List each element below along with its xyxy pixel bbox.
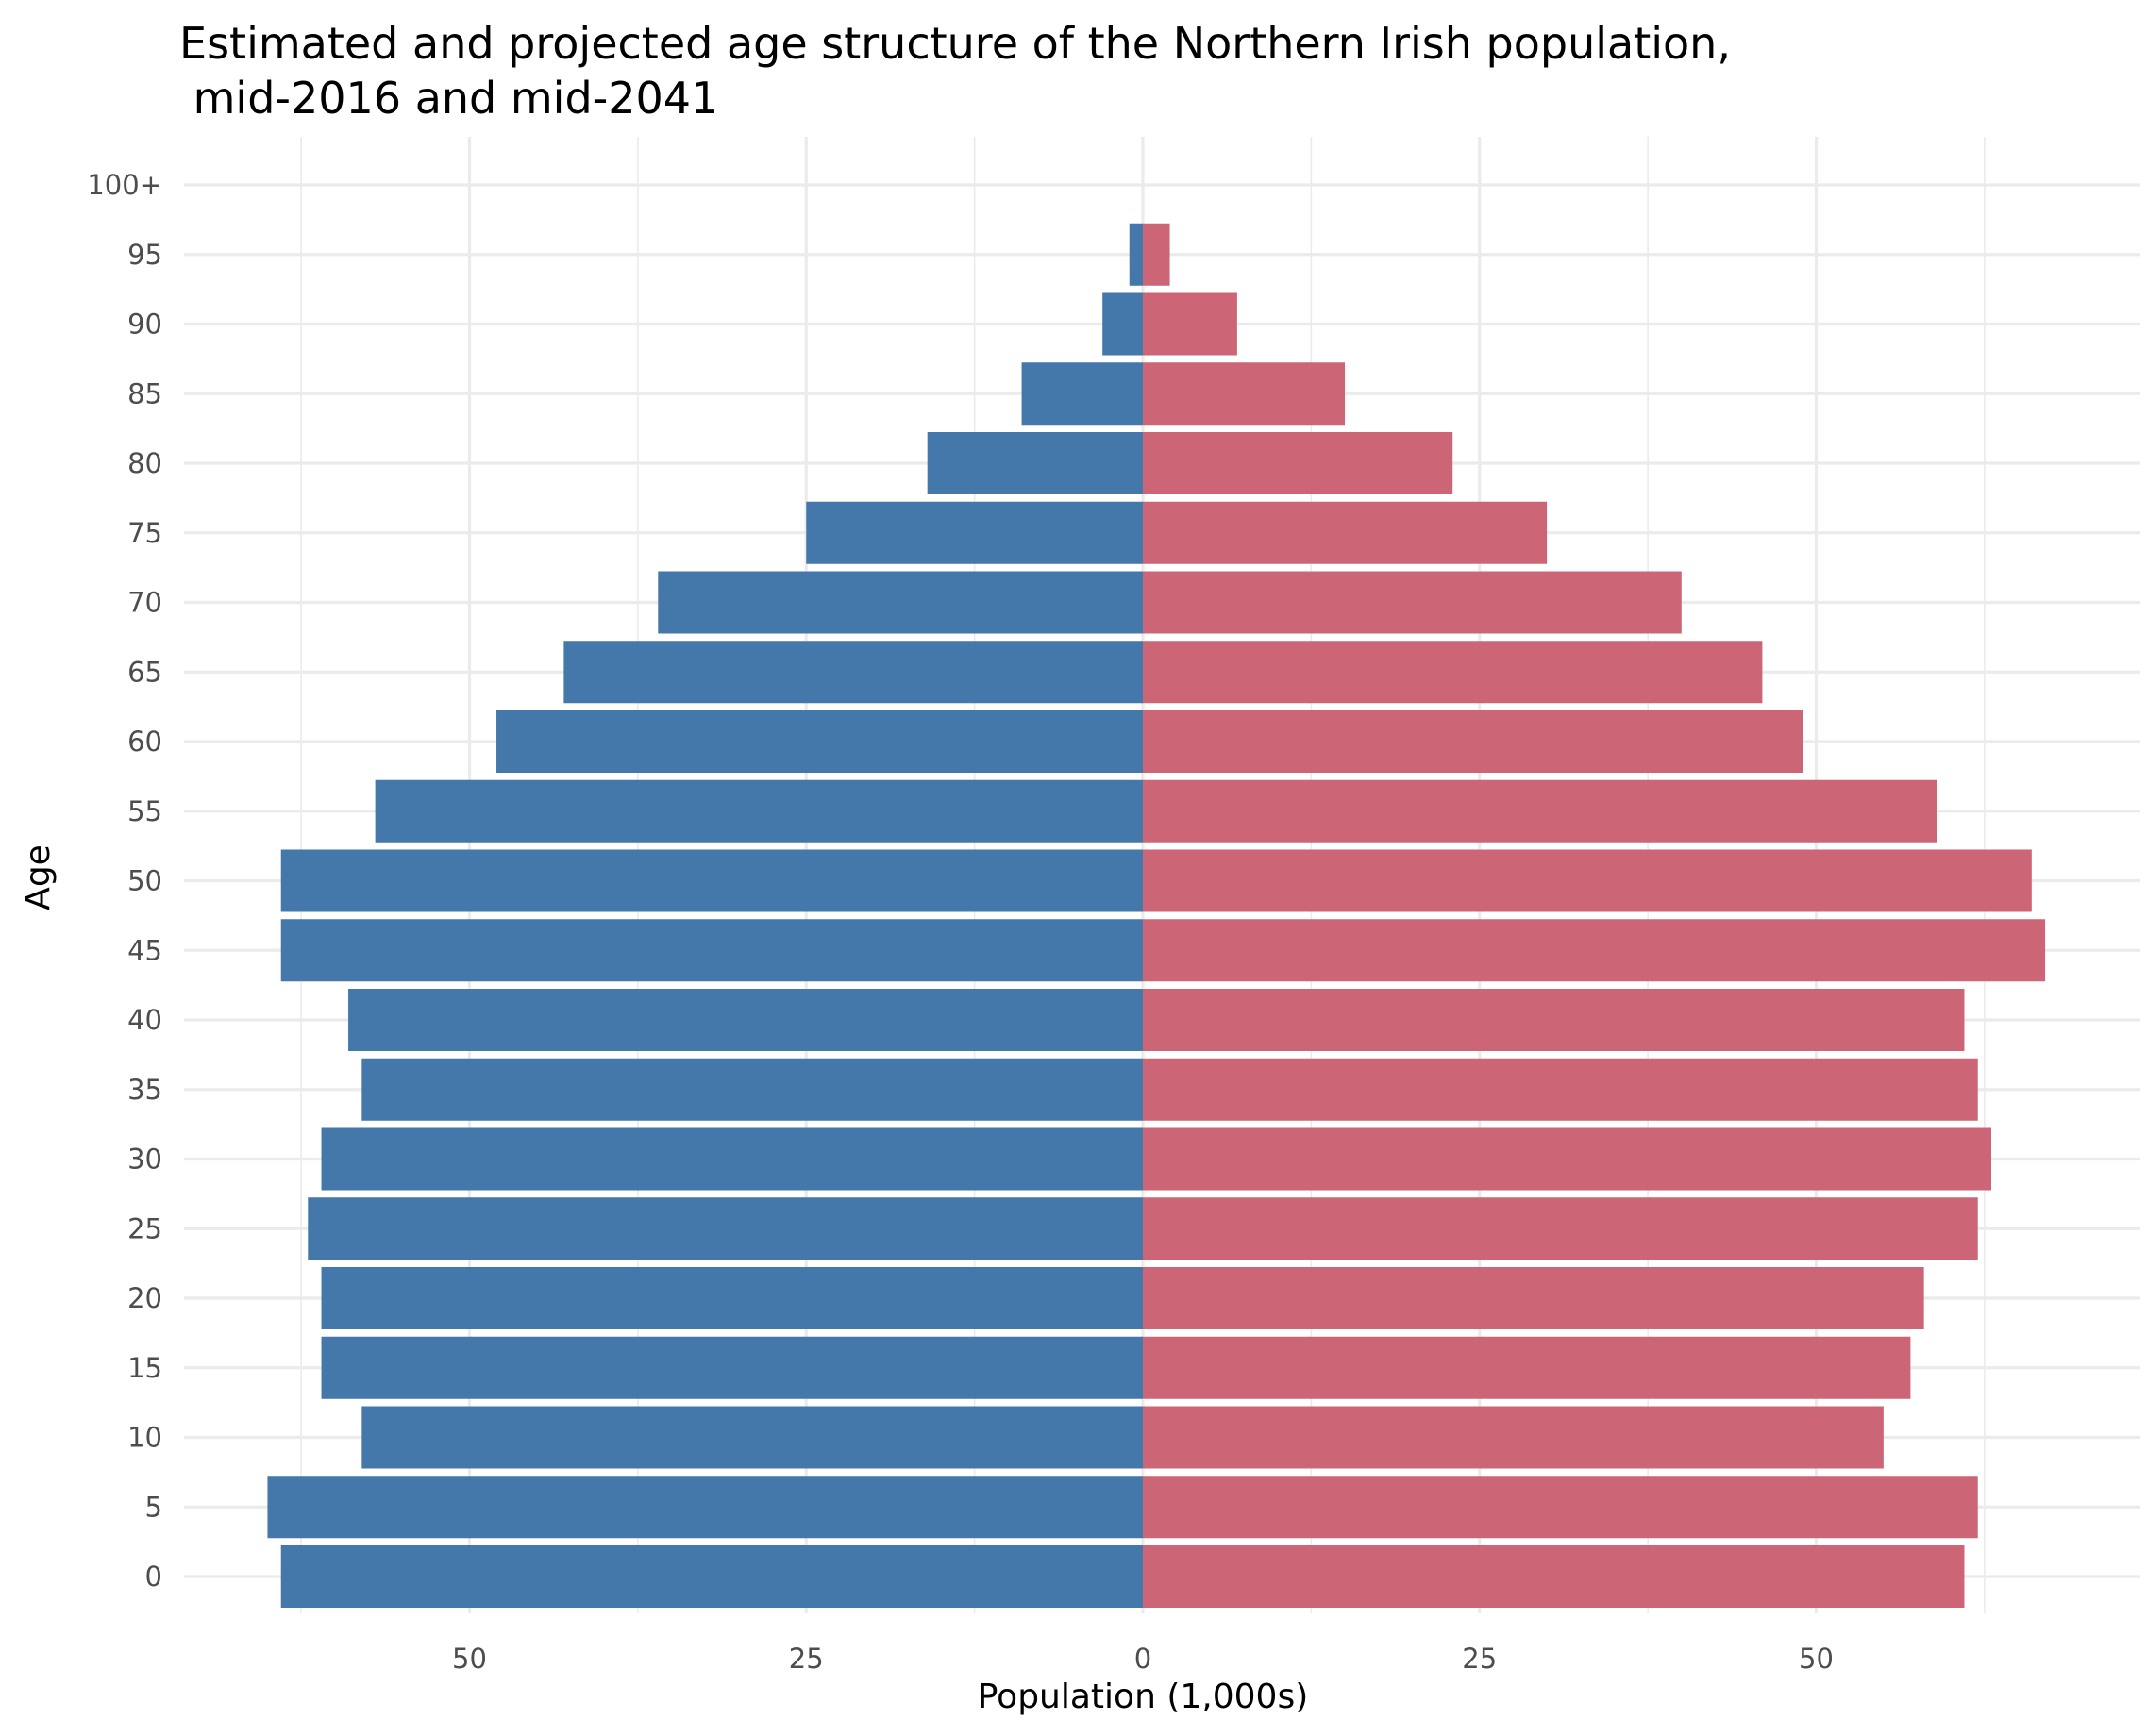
- x-tick-label: 50: [1799, 1643, 1834, 1675]
- y-tick-label: 35: [127, 1074, 162, 1106]
- y-tick-label: 40: [127, 1004, 162, 1036]
- right-bar-age-50: [1143, 849, 2032, 912]
- y-tick-label: 80: [127, 447, 162, 479]
- y-tick-label: 65: [127, 656, 162, 688]
- right-bar-age-75: [1143, 501, 1548, 564]
- left-bar-age-95: [1129, 223, 1143, 286]
- right-bar-age-40: [1143, 989, 1965, 1051]
- y-tick-label: 20: [127, 1282, 162, 1314]
- right-bar-age-5: [1143, 1476, 1978, 1539]
- left-bar-age-25: [308, 1197, 1143, 1260]
- y-tick-label: 60: [127, 726, 162, 758]
- right-bar-age-10: [1143, 1406, 1884, 1469]
- left-bar-age-5: [267, 1476, 1143, 1539]
- left-bar-age-50: [280, 849, 1144, 912]
- y-tick-label: 5: [145, 1491, 162, 1523]
- y-axis-title: Age: [19, 844, 58, 910]
- right-bar-age-55: [1143, 779, 1937, 843]
- y-tick-label: 90: [127, 309, 162, 341]
- y-tick-label: 15: [127, 1352, 162, 1384]
- left-bar-age-35: [361, 1058, 1144, 1121]
- y-tick-label: 100+: [87, 169, 162, 201]
- left-bar-age-85: [1021, 362, 1143, 426]
- right-bar-age-45: [1143, 919, 2046, 982]
- left-bar-age-80: [927, 432, 1143, 494]
- right-bar-age-15: [1143, 1336, 1911, 1399]
- right-bar-age-80: [1143, 432, 1453, 494]
- left-bar-age-75: [806, 501, 1143, 564]
- bar-series: [267, 223, 2046, 1608]
- y-tick-label: 10: [127, 1422, 162, 1454]
- left-bar-age-60: [496, 710, 1143, 773]
- left-bar-age-20: [321, 1267, 1143, 1329]
- y-tick-label: 85: [127, 377, 162, 409]
- left-bar-age-55: [375, 779, 1143, 843]
- x-axis-tick-labels: 50 25 0 25 50: [452, 1643, 1834, 1675]
- left-bar-age-40: [348, 989, 1143, 1051]
- left-bar-age-70: [658, 571, 1143, 634]
- y-tick-label: 55: [127, 795, 162, 827]
- left-bar-age-0: [280, 1545, 1144, 1608]
- y-tick-label: 45: [127, 934, 162, 966]
- right-bar-age-70: [1143, 571, 1682, 634]
- right-bar-age-25: [1143, 1197, 1978, 1260]
- y-tick-label: 50: [127, 865, 162, 897]
- x-tick-label: 50: [452, 1643, 487, 1675]
- y-tick-label: 0: [145, 1561, 162, 1593]
- right-bar-age-30: [1143, 1127, 1992, 1191]
- y-axis-tick-labels: 0 5 10 15 20 25 30 35 40 45 50 55 60 65 70 75 80 85 90 95 10…: [87, 169, 162, 1593]
- right-bar-age-0: [1143, 1545, 1965, 1608]
- right-bar-age-65: [1143, 641, 1763, 704]
- left-bar-age-45: [280, 919, 1144, 982]
- y-tick-label: 75: [127, 517, 162, 549]
- y-tick-label: 70: [127, 587, 162, 619]
- right-bar-age-60: [1143, 710, 1803, 773]
- left-bar-age-15: [321, 1336, 1143, 1399]
- y-tick-label: 25: [127, 1212, 162, 1244]
- chart-title-line-1: Estimated and projected age structure of…: [179, 18, 1731, 69]
- y-tick-label: 30: [127, 1143, 162, 1176]
- chart-title-line-2: mid-2016 and mid-2041: [179, 73, 718, 124]
- left-bar-age-30: [321, 1127, 1143, 1191]
- right-bar-age-95: [1143, 223, 1170, 286]
- y-tick-label: 95: [127, 239, 162, 271]
- right-bar-age-85: [1143, 362, 1346, 426]
- x-tick-label: 25: [1462, 1643, 1497, 1675]
- left-bar-age-65: [563, 641, 1143, 704]
- left-bar-age-90: [1102, 292, 1143, 356]
- x-tick-label: 25: [789, 1643, 824, 1675]
- x-axis-title: Population (1,000s): [978, 1678, 1309, 1716]
- x-tick-label: 0: [1134, 1643, 1151, 1675]
- right-bar-age-35: [1143, 1058, 1978, 1121]
- right-bar-age-90: [1143, 292, 1237, 356]
- right-bar-age-20: [1143, 1267, 1924, 1329]
- left-bar-age-10: [361, 1406, 1144, 1469]
